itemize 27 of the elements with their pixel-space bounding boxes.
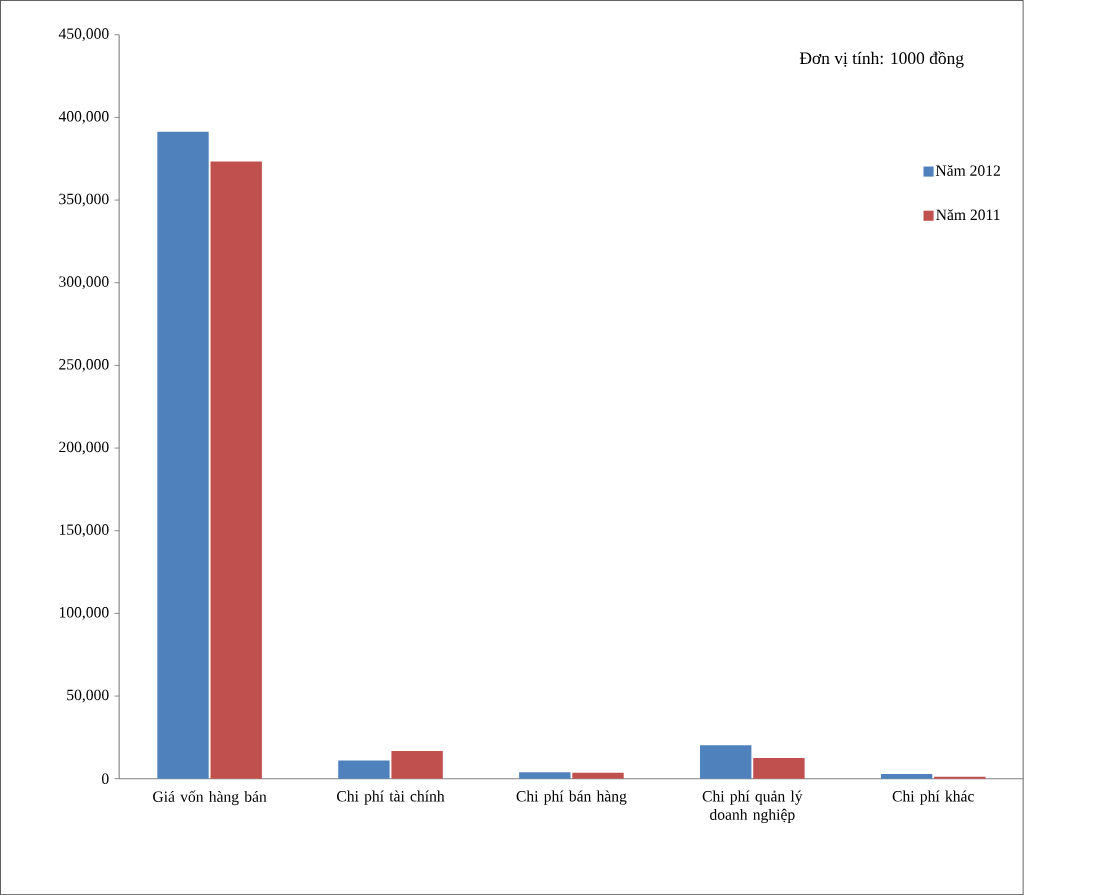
y-tick-label: 400,000: [58, 110, 109, 124]
bar: [210, 161, 262, 779]
x-tick-label: Chi phí bán hàng: [516, 790, 627, 805]
x-tick-label: Chi phí quản lý doanh nghiệp: [702, 790, 803, 824]
y-tick-label: 250,000: [59, 358, 109, 372]
y-tick-label: 300,000: [59, 276, 109, 290]
y-tick-label: 150,000: [59, 524, 109, 538]
y-tick-label: 50,000: [67, 689, 109, 703]
bar: [572, 772, 624, 779]
y-tick-label: 100,000: [59, 606, 109, 620]
bar: [700, 745, 752, 779]
bar: [880, 774, 933, 779]
bar: [519, 772, 571, 779]
bar: [157, 131, 209, 779]
annotation: Đơn vị tính: 1000 đồng: [799, 51, 964, 68]
x-tick-label: Chi phí tài chính: [337, 790, 445, 805]
y-tick-label: 200,000: [59, 441, 109, 455]
bar: [338, 760, 390, 779]
bar: [753, 757, 805, 779]
x-tick-label: Chi phí khác: [892, 790, 974, 805]
legend-label: Năm 2012: [935, 165, 1000, 176]
y-tick-label: 450,000: [58, 28, 109, 42]
y-tick-label: 0: [101, 773, 109, 784]
legend-label: Năm 2011: [936, 209, 1000, 220]
bar: [391, 750, 443, 779]
y-tick-label: 350,000: [59, 193, 109, 207]
x-tick-label: Giá vốn hàng bán: [153, 790, 267, 806]
